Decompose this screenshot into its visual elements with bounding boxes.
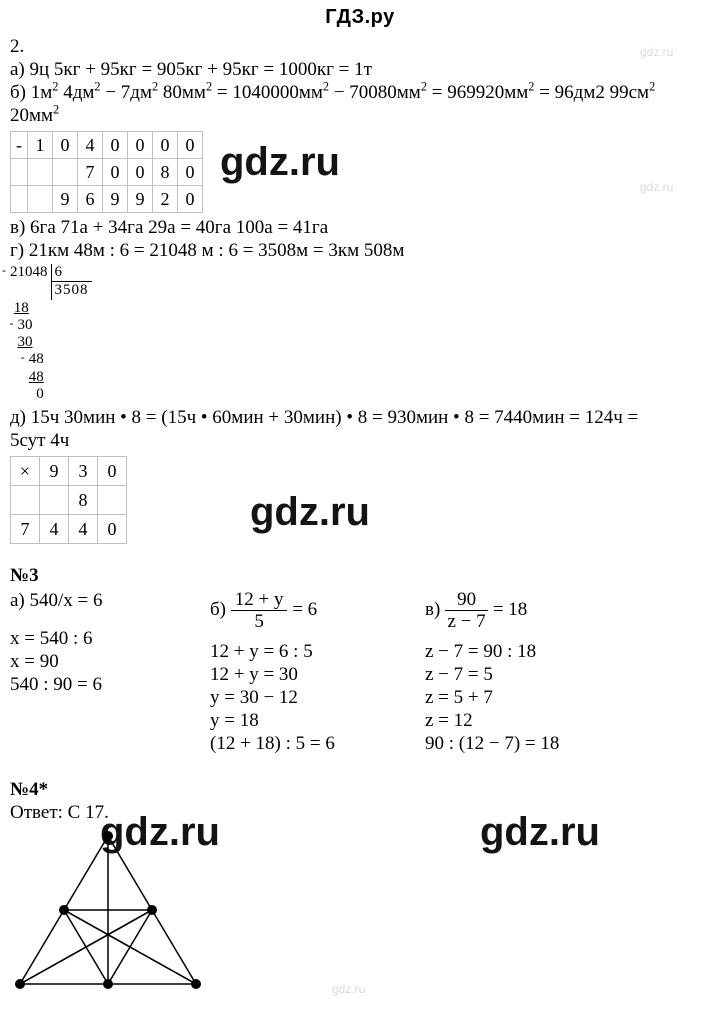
cell: 0 [128, 159, 153, 186]
cell [11, 159, 28, 186]
cell: 0 [53, 132, 78, 159]
cell: 8 [69, 486, 98, 515]
ld-quotient: 3508 [52, 282, 92, 299]
cell: 0 [178, 186, 203, 213]
cell: 9 [103, 186, 128, 213]
cell-sign: - [11, 132, 28, 159]
cell: 0 [103, 159, 128, 186]
cell: 0 [128, 132, 153, 159]
eq-line: x = 90 [10, 651, 210, 673]
watermark-big-1: gdz.ru [220, 140, 340, 185]
eq-line: 12 + y = 30 [210, 664, 425, 686]
task2-v: в) 6га 71а + 34га 29а = 40га 100а = 41га [10, 217, 710, 239]
multiplication-table: × 9 3 0 8 7 4 4 0 [10, 456, 127, 544]
cell: 1 [28, 132, 53, 159]
task3-col-b: б) 12 + y5 = 6 12 + y = 6 : 5 12 + y = 3… [210, 589, 425, 756]
long-division: 21048 6 3508 18 30 30 48 48 0 [10, 264, 710, 403]
cell: 0 [98, 457, 127, 486]
task3-a-head: а) 540/x = 6 [10, 590, 210, 612]
eq-line: 540 : 90 = 6 [10, 674, 210, 696]
task4-graph [10, 826, 206, 994]
cell [28, 159, 53, 186]
cell: 9 [53, 186, 78, 213]
eq-line: y = 30 − 12 [210, 687, 425, 709]
task2-b2: 20мм2 [10, 105, 710, 127]
eq-line: x = 540 : 6 [10, 628, 210, 650]
cell: 2 [153, 186, 178, 213]
eq-line: 12 + y = 6 : 5 [210, 641, 425, 663]
cell: 4 [69, 515, 98, 544]
task3-col-a: а) 540/x = 6 x = 540 : 6 x = 90 540 : 90… [10, 589, 210, 756]
eq-line: z = 12 [425, 710, 655, 732]
task3-columns: а) 540/x = 6 x = 540 : 6 x = 90 540 : 90… [10, 589, 710, 756]
task2-a: а) 9ц 5кг + 95кг = 905кг + 95кг = 1000кг… [10, 59, 710, 81]
subtraction-table: - 1 0 4 0 0 0 0 7 0 0 8 0 9 6 9 9 2 0 [10, 131, 203, 213]
watermark-big-2: gdz.ru [250, 490, 370, 535]
cell [11, 186, 28, 213]
cell [40, 486, 69, 515]
task3-col-c: в) 90z − 7 = 18 z − 7 = 90 : 18 z − 7 = … [425, 589, 655, 756]
eq-line: (12 + 18) : 5 = 6 [210, 733, 425, 755]
cell [11, 486, 40, 515]
ld-divisor: 6 [52, 264, 92, 282]
cell: 0 [178, 132, 203, 159]
task3-c-head: в) 90z − 7 = 18 [425, 590, 655, 631]
cell [28, 186, 53, 213]
cell: 0 [153, 132, 178, 159]
footer-watermark: gdz.ru [332, 982, 365, 996]
cell: 0 [178, 159, 203, 186]
cell: 4 [40, 515, 69, 544]
cell: 6 [78, 186, 103, 213]
task3-number: №3 [10, 565, 710, 587]
task3-b-head: б) 12 + y5 = 6 [210, 590, 425, 631]
task2-g: г) 21км 48м : 6 = 21048 м : 6 = 3508м = … [10, 240, 710, 262]
task4-answer: Ответ: С 17. [10, 802, 710, 824]
page-title: ГДЗ.ру [10, 0, 710, 35]
cell: 0 [98, 515, 127, 544]
eq-line: y = 18 [210, 710, 425, 732]
cell: 7 [78, 159, 103, 186]
task2-b1: б) 1м2 4дм2 − 7дм2 80мм2 = 1040000мм2 − … [10, 82, 710, 104]
task4-number: №4* [10, 779, 710, 801]
ld-dividend: 21048 [10, 264, 48, 280]
cell: 8 [153, 159, 178, 186]
cell: 3 [69, 457, 98, 486]
task2-d2: 5сут 4ч [10, 430, 710, 452]
eq-line: z − 7 = 5 [425, 664, 655, 686]
cell: 9 [40, 457, 69, 486]
task2-d1: д) 15ч 30мин • 8 = (15ч • 60мин + 30мин)… [10, 407, 710, 429]
watermark-small-2: gdz.ru [640, 180, 673, 194]
triangle-network-svg [10, 826, 206, 994]
cell: 4 [78, 132, 103, 159]
cell [53, 159, 78, 186]
cell [98, 486, 127, 515]
cell: × [11, 457, 40, 486]
eq-line: 90 : (12 − 7) = 18 [425, 733, 655, 755]
eq-line: z − 7 = 90 : 18 [425, 641, 655, 663]
cell: 0 [103, 132, 128, 159]
page: ГДЗ.ру gdz.ru gdz.ru 2. а) 9ц 5кг + 95кг… [0, 0, 720, 1014]
eq-line: z = 5 + 7 [425, 687, 655, 709]
cell: 7 [11, 515, 40, 544]
cell: 9 [128, 186, 153, 213]
task2-number: 2. [10, 36, 710, 58]
